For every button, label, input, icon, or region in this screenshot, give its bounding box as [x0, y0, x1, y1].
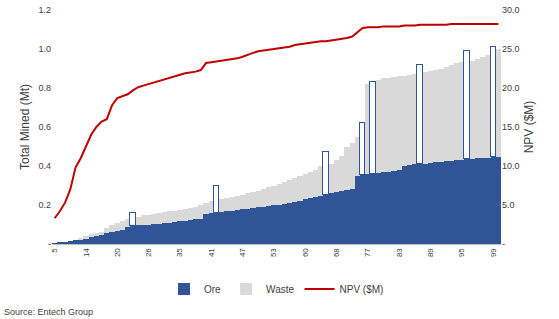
svg-text:68: 68 — [332, 248, 341, 257]
svg-text:20.0: 20.0 — [502, 83, 520, 93]
svg-text:1.2: 1.2 — [38, 5, 51, 15]
svg-text:15.0: 15.0 — [502, 122, 520, 132]
svg-text:5: 5 — [50, 248, 59, 253]
svg-text:NPV ($M): NPV ($M) — [522, 101, 536, 154]
svg-text:-: - — [48, 239, 51, 249]
svg-text:10.0: 10.0 — [502, 161, 520, 171]
svg-text:Total Mined (Mt): Total Mined (Mt) — [18, 84, 32, 170]
svg-text:53: 53 — [269, 248, 278, 257]
svg-text:Source: Entech Group: Source: Entech Group — [4, 307, 93, 317]
svg-text:NPV ($M): NPV ($M) — [340, 284, 384, 295]
svg-text:95: 95 — [457, 248, 466, 257]
svg-text:60: 60 — [301, 248, 310, 257]
svg-text:0.8: 0.8 — [38, 83, 51, 93]
svg-text:35: 35 — [176, 248, 185, 257]
svg-text:25.0: 25.0 — [502, 44, 520, 54]
svg-text:0.2: 0.2 — [38, 200, 51, 210]
svg-text:77: 77 — [363, 248, 372, 257]
svg-text:1.0: 1.0 — [38, 44, 51, 54]
svg-text:26: 26 — [144, 248, 153, 257]
svg-text:99: 99 — [489, 248, 498, 257]
svg-text:41: 41 — [207, 248, 216, 257]
svg-text:Waste: Waste — [266, 284, 294, 295]
svg-text:83: 83 — [395, 248, 404, 257]
svg-text:47: 47 — [238, 248, 247, 257]
svg-text:30.0: 30.0 — [502, 5, 520, 15]
svg-text:-: - — [502, 239, 505, 249]
svg-text:14: 14 — [82, 248, 91, 257]
svg-text:89: 89 — [426, 248, 435, 257]
svg-text:0.6: 0.6 — [38, 122, 51, 132]
svg-text:Ore: Ore — [204, 284, 221, 295]
svg-text:20: 20 — [113, 248, 122, 257]
svg-text:0.4: 0.4 — [38, 161, 51, 171]
svg-text:5.0: 5.0 — [502, 200, 515, 210]
